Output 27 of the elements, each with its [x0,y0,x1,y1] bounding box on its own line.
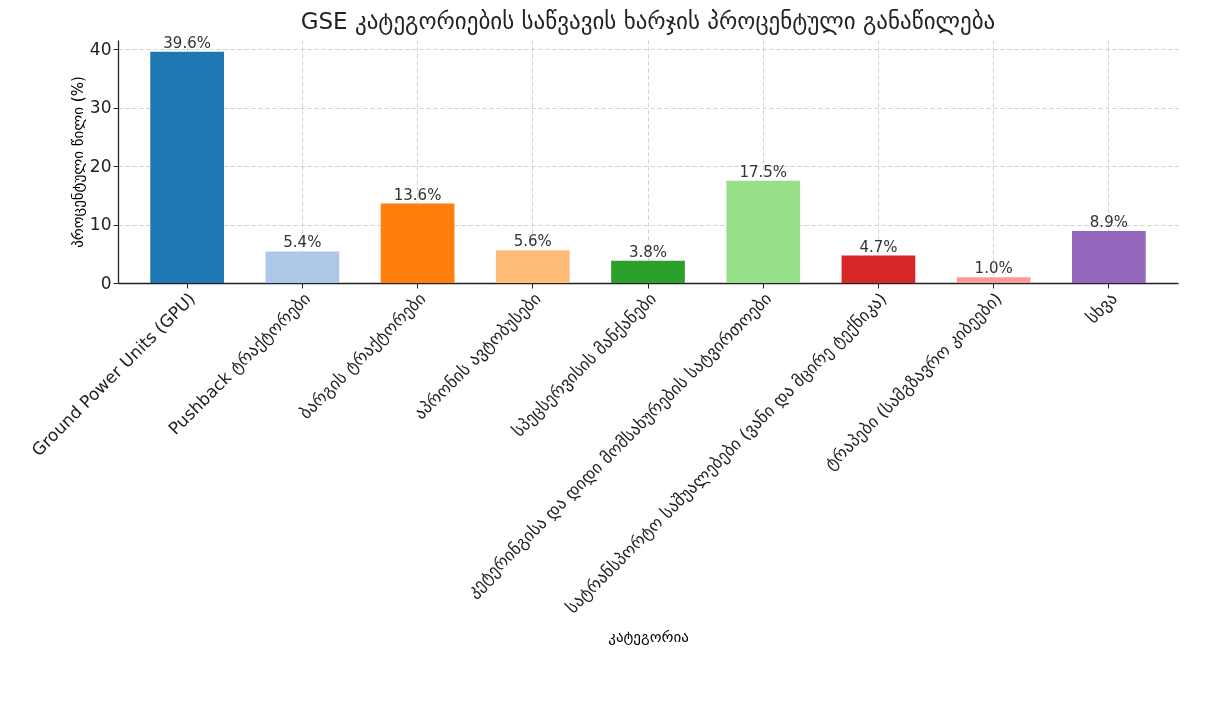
x-tick-label: სხვა [1081,288,1121,328]
data-label: 4.7% [859,237,898,256]
bar [611,260,685,283]
data-label: 39.6% [163,33,211,52]
data-label: 17.5% [739,162,788,181]
bar [1072,231,1146,283]
data-label: 5.4% [283,233,322,252]
y-tick-label: 20 [89,155,112,176]
y-tick-label: 0 [100,272,112,293]
bar [726,180,801,283]
bar [841,255,916,283]
data-label: 3.8% [628,242,668,261]
data-label: 1.0% [974,259,1013,278]
y-axis-title: პროცენტული წილი (%) [68,76,87,248]
y-tick-label: 30 [89,97,112,118]
chart-title: GSE კატეგორიების საწვავის ხარჯის პროცენტული განაწილება [300,7,996,35]
data-label: 8.9% [1089,213,1128,232]
bar [380,203,455,283]
bar [956,277,1031,283]
y-tick-label: 10 [89,214,112,235]
data-label: 5.6% [513,232,552,251]
x-axis-title: კატეგორია [608,627,689,646]
y-tick-label: 40 [89,38,112,59]
bar [150,51,224,283]
bar [495,250,570,283]
data-label: 13.6% [393,185,442,204]
bar [265,251,340,283]
